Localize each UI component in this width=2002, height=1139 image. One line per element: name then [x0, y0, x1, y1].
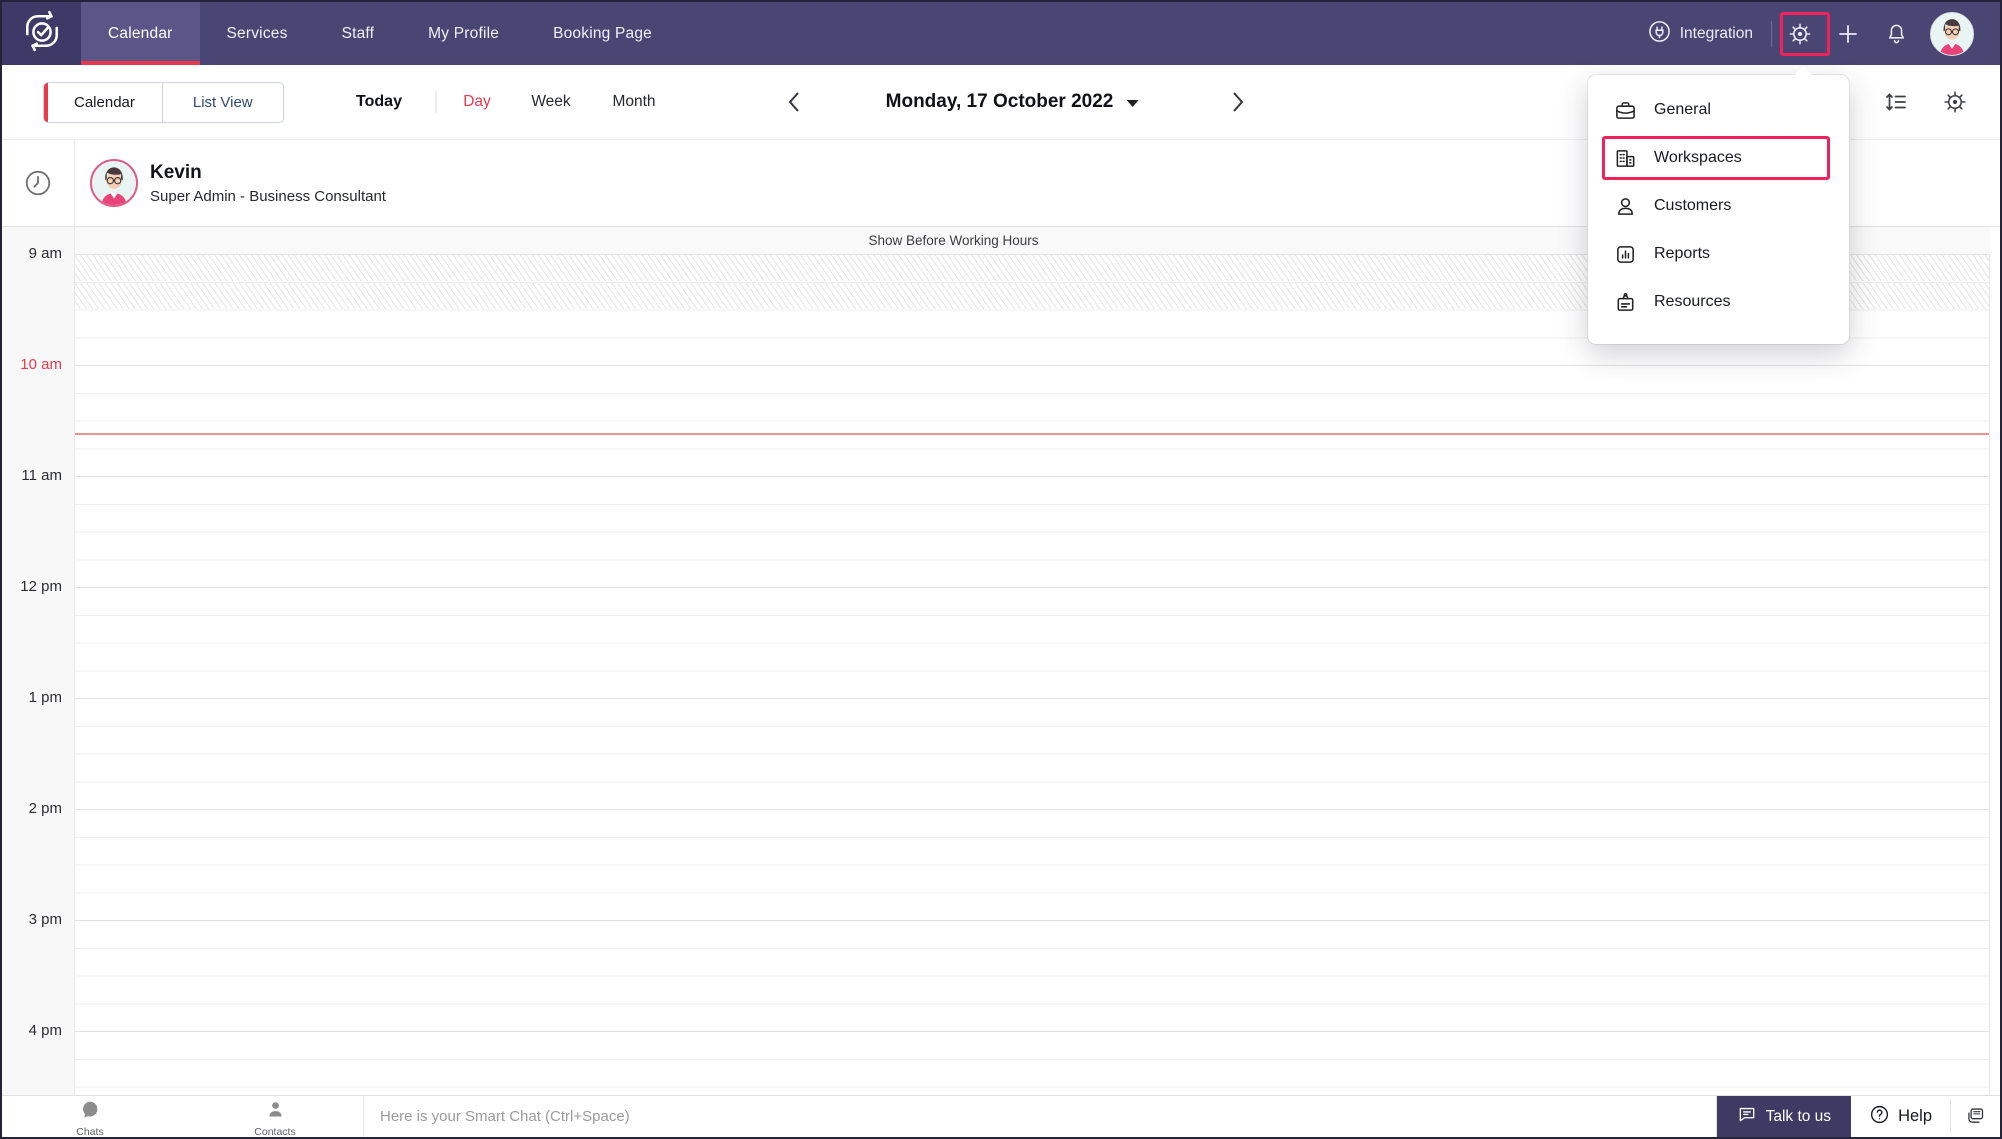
bottombar-divider — [1950, 1100, 1951, 1133]
talk-to-us-button[interactable]: Talk to us — [1715, 1096, 1852, 1137]
menu-item-label: Customers — [1654, 197, 1732, 214]
range-month-button[interactable]: Month — [612, 93, 656, 110]
time-gutter: 9 am 10 am 11 am 12 pm 1 pm 2 pm 3 pm 4 … — [2, 227, 75, 1095]
time-label-2pm: 2 pm — [28, 800, 62, 817]
menu-item-general[interactable]: General — [1588, 86, 1849, 134]
staff-role: Super Admin - Business Consultant — [150, 187, 386, 205]
view-toggle-list[interactable]: List View — [161, 83, 283, 122]
user-avatar[interactable] — [1930, 11, 1974, 56]
time-label-12pm: 12 pm — [20, 578, 62, 595]
row-height-sort-icon[interactable] — [1884, 90, 1908, 114]
staff-avatar — [90, 159, 138, 207]
date-caret-down-icon — [1126, 99, 1139, 107]
bottombar-right: Talk to us Help — [1715, 1096, 2000, 1137]
briefcase-icon — [1614, 99, 1637, 122]
nav-tab-calendar[interactable]: Calendar — [81, 2, 200, 65]
chat-bubble-icon — [80, 1099, 101, 1125]
prev-day-chevron[interactable] — [787, 91, 801, 113]
buildings-icon — [1614, 147, 1637, 170]
today-button[interactable]: Today — [356, 93, 402, 110]
smart-chat-input[interactable] — [380, 1096, 1280, 1137]
time-label-4pm: 4 pm — [28, 1022, 62, 1039]
menu-item-customers[interactable]: Customers — [1588, 182, 1849, 230]
calendar-settings-gear-icon[interactable] — [1943, 90, 1968, 115]
nav-tab-booking-page[interactable]: Booking Page — [553, 24, 652, 42]
help-question-icon — [1869, 1104, 1890, 1130]
range-day-button[interactable]: Day — [463, 93, 491, 110]
view-toggle: Calendar List View — [43, 82, 284, 123]
badge-icon — [1614, 291, 1637, 314]
navbar-right-actions: Integration — [1648, 2, 2000, 65]
clock-icon — [2, 140, 75, 226]
next-day-chevron[interactable] — [1231, 91, 1245, 113]
menu-item-workspaces[interactable]: Workspaces — [1588, 134, 1849, 182]
top-navbar: Calendar Services Staff My Profile Booki… — [2, 2, 2000, 65]
annotation-box-settings-gear — [1780, 12, 1830, 56]
time-label-11am: 11 am — [21, 467, 62, 484]
primary-nav: Calendar Services Staff My Profile Booki… — [81, 2, 679, 65]
nav-tab-services[interactable]: Services — [226, 24, 288, 42]
help-button[interactable]: Help — [1851, 1096, 1950, 1137]
menu-item-reports[interactable]: Reports — [1588, 230, 1849, 278]
integration-label: Integration — [1679, 24, 1753, 42]
nav-tab-staff[interactable]: Staff — [341, 24, 375, 42]
staff-card[interactable]: Kevin Super Admin - Business Consultant — [90, 159, 386, 207]
menu-item-label: General — [1654, 101, 1711, 118]
toolbar-divider — [435, 91, 437, 113]
bottom-bar: Chats Contacts Talk to us — [2, 1095, 2000, 1137]
help-label: Help — [1898, 1107, 1932, 1125]
annotation-box-workspaces — [1602, 136, 1830, 180]
banner-label: Show Before Working Hours — [868, 233, 1039, 248]
current-date-label: Monday, 17 October 2022 — [885, 91, 1114, 112]
app-logo[interactable] — [2, 2, 81, 65]
bar-chart-icon — [1614, 243, 1637, 266]
navbar-divider — [1771, 20, 1772, 47]
settings-gear-button[interactable] — [1788, 21, 1812, 47]
chats-label: Chats — [76, 1126, 104, 1138]
bookings-logo-icon — [21, 10, 63, 57]
nav-tab-my-profile[interactable]: My Profile — [428, 24, 500, 42]
talk-to-us-label: Talk to us — [1765, 1107, 1832, 1125]
time-label-1pm: 1 pm — [28, 689, 62, 706]
bottombar-divider — [363, 1096, 364, 1137]
contacts-label: Contacts — [254, 1126, 296, 1138]
stacked-windows-icon[interactable] — [1951, 1096, 2000, 1137]
menu-item-label: Resources — [1654, 293, 1731, 310]
view-toggle-calendar[interactable]: Calendar — [44, 83, 162, 122]
range-week-button[interactable]: Week — [531, 93, 571, 110]
contact-person-icon — [265, 1099, 286, 1125]
current-time-indicator — [75, 433, 1989, 435]
staff-name: Kevin — [150, 161, 202, 183]
add-button[interactable] — [1836, 22, 1860, 46]
menu-item-label: Reports — [1654, 245, 1711, 262]
plug-icon — [1648, 20, 1671, 48]
chats-button[interactable]: Chats — [50, 1099, 130, 1138]
date-picker[interactable]: Monday, 17 October 2022 — [886, 91, 1139, 113]
calendar-grid[interactable] — [75, 254, 1990, 1095]
menu-item-resources[interactable]: Resources — [1588, 278, 1849, 326]
settings-dropdown-menu: General Workspaces Customers — [1588, 75, 1849, 344]
notifications-bell-icon[interactable] — [1884, 22, 1908, 45]
contacts-button[interactable]: Contacts — [235, 1099, 315, 1138]
person-icon — [1614, 195, 1637, 218]
time-label-3pm: 3 pm — [28, 911, 62, 928]
talk-bubble-icon — [1737, 1104, 1757, 1129]
menu-item-label: Workspaces — [1654, 149, 1742, 166]
time-label-9am: 9 am — [28, 245, 62, 262]
time-label-10am: 10 am — [20, 356, 62, 373]
integration-button[interactable]: Integration — [1648, 20, 1753, 48]
